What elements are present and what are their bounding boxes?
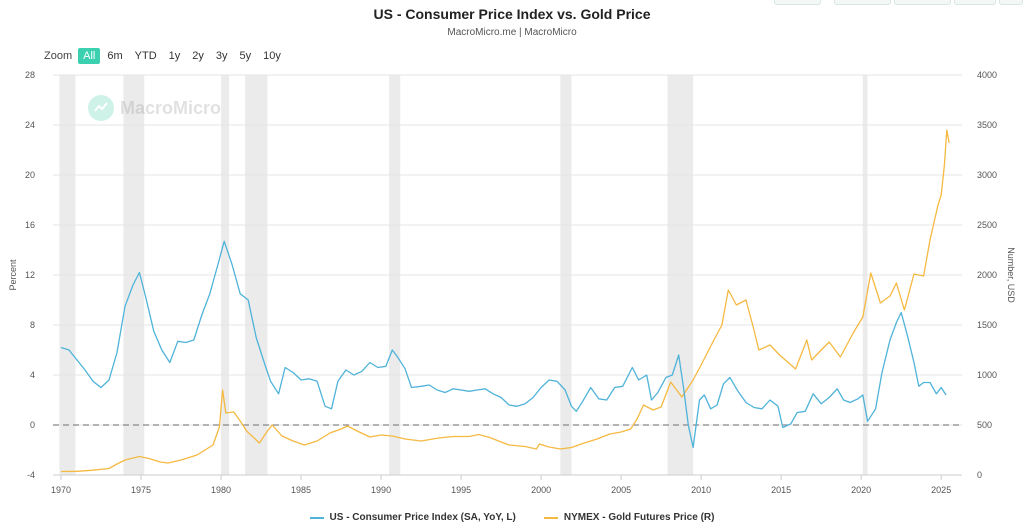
y-right-tick-label: 3000 <box>977 170 997 180</box>
y-left-axis-label: Percent <box>8 259 18 291</box>
x-tick-label: 1975 <box>131 485 151 495</box>
legend-item-gold[interactable]: NYMEX - Gold Futures Price (R) <box>543 512 715 523</box>
zoom-button-1y[interactable]: 1y <box>168 50 181 62</box>
top-tab-1[interactable] <box>774 0 821 5</box>
zoom-button-ytd[interactable]: YTD <box>134 50 157 62</box>
y-left-tick-label: 8 <box>30 320 35 330</box>
chart-legend: US - Consumer Price Index (SA, YoY, L) N… <box>0 512 1024 523</box>
y-left-tick-label: 0 <box>30 420 35 430</box>
x-tick-label: 1980 <box>211 485 231 495</box>
y-left-tick-label: -4 <box>27 470 35 480</box>
y-left-tick-label: 4 <box>30 370 35 380</box>
zoom-button-2y[interactable]: 2y <box>192 50 204 62</box>
x-tick-label: 2000 <box>531 485 551 495</box>
watermark-logo-icon <box>88 95 114 121</box>
legend-swatch-gold <box>543 516 558 519</box>
cpi-series-line <box>60 240 947 449</box>
zoom-button-10y[interactable]: 10y <box>263 50 281 62</box>
x-tick-label: 2020 <box>851 485 871 495</box>
y-left-tick-label: 12 <box>25 270 35 280</box>
x-tick-label: 1970 <box>51 485 71 495</box>
x-tick-label: 2025 <box>931 485 951 495</box>
top-tab-4[interactable] <box>954 0 996 5</box>
y-right-tick-label: 500 <box>977 420 992 430</box>
y-right-tick-label: 2000 <box>977 270 997 280</box>
y-left-tick-label: 24 <box>25 120 35 130</box>
y-left-tick-label: 16 <box>25 220 35 230</box>
x-tick-label: 1995 <box>451 485 471 495</box>
zoom-label: Zoom <box>44 50 73 62</box>
y-right-tick-label: 2500 <box>977 220 997 230</box>
legend-item-cpi[interactable]: US - Consumer Price Index (SA, YoY, L) <box>309 512 516 523</box>
zoom-button-3y[interactable]: 3y <box>215 50 228 62</box>
y-right-tick-label: 4000 <box>977 70 997 80</box>
legend-swatch-cpi <box>309 516 324 519</box>
y-right-tick-label: 3500 <box>977 120 997 130</box>
legend-label-cpi: US - Consumer Price Index (SA, YoY, L) <box>329 512 516 523</box>
y-right-tick-label: 1000 <box>977 370 997 380</box>
watermark: MacroMicro <box>88 95 221 121</box>
watermark-text: MacroMicro <box>120 97 222 118</box>
top-tab-3[interactable] <box>894 0 951 5</box>
y-left-tick-label: 28 <box>25 70 35 80</box>
gold-series-line <box>60 129 950 473</box>
x-tick-label: 2015 <box>771 485 791 495</box>
x-tick-label: 2005 <box>611 485 631 495</box>
top-tab-5[interactable] <box>999 0 1023 5</box>
top-tab-2[interactable] <box>834 0 891 5</box>
zoom-button-5y[interactable]: 5y <box>239 50 252 62</box>
zoom-button-all[interactable]: All <box>78 48 101 64</box>
x-tick-label: 1990 <box>371 485 391 495</box>
zoom-button-6m[interactable]: 6m <box>107 50 123 62</box>
y-left-tick-label: 20 <box>25 170 35 180</box>
zoom-bar: Zoom All 6m YTD 1y 2y 3y 5y 10y <box>44 47 286 65</box>
x-tick-label: 1985 <box>291 485 311 495</box>
legend-label-gold: NYMEX - Gold Futures Price (R) <box>563 512 715 523</box>
chart-title: US - Consumer Price Index vs. Gold Price <box>373 6 651 22</box>
x-tick-label: 2010 <box>691 485 711 495</box>
y-right-axis-label: Number, USD <box>1006 247 1016 303</box>
chart-subtitle: MacroMicro.me | MacroMicro <box>447 27 577 38</box>
y-right-tick-label: 0 <box>977 470 982 480</box>
y-right-tick-label: 1500 <box>977 320 997 330</box>
